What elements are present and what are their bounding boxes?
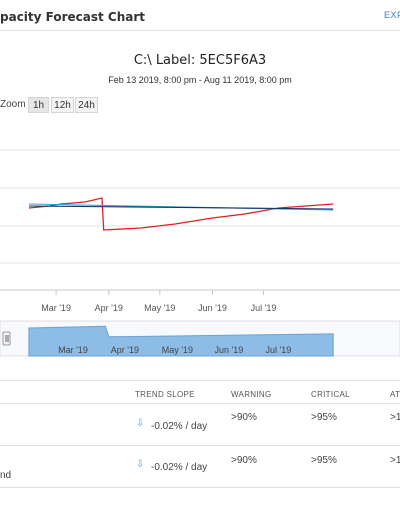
row-divider <box>0 445 400 446</box>
chart-subtitle: Feb 13 2019, 8:00 pm - Aug 11 2019, 8:00… <box>108 75 292 85</box>
series-line-2 <box>28 205 334 210</box>
zoom-24h-button[interactable]: 24h <box>75 97 98 113</box>
header-trend-slope: TREND SLOPE <box>135 390 195 399</box>
row-name: nd <box>0 470 12 481</box>
chart-title: C:\ Label: 5EC5F6A3 <box>133 53 267 68</box>
export-link[interactable]: EXPORT <box>384 10 400 20</box>
zoom-label: Zoom <box>0 99 26 110</box>
row-trend-slope: -0.02% / day <box>151 421 208 432</box>
header-at: AT <box>390 390 400 399</box>
table-top-rule <box>0 380 400 381</box>
row-critical: >95% <box>311 412 337 423</box>
zoom-12h-button[interactable]: 12h <box>51 97 74 113</box>
panel-title: pacity Forecast Chart <box>0 10 146 24</box>
navigator-ticks: Mar '19 Apr '19 May '19 Jun '19 Jul '19 <box>58 345 291 355</box>
row-at: >1 <box>390 455 400 466</box>
row-at: >1 <box>390 412 400 423</box>
x-axis-tick-label: Mar '19 <box>41 303 71 313</box>
row-warning: >90% <box>231 455 257 466</box>
table-header-rule <box>0 403 400 404</box>
navigator-area <box>28 325 334 357</box>
x-axis-tick-label: Jun '19 <box>198 303 227 313</box>
x-axis-tick-label: Jul '19 <box>251 303 277 313</box>
navigator[interactable]: Mar '19 Apr '19 May '19 Jun '19 Jul '19 <box>0 320 400 357</box>
x-axis-ticks: Mar '19 Apr '19 May '19 Jun '19 Jul '19 <box>41 290 276 313</box>
row-critical: >95% <box>311 455 337 466</box>
header-critical: CRITICAL <box>311 390 350 399</box>
trend-down-arrow-icon: ⇩ <box>136 459 145 470</box>
navigator-tick-label: May '19 <box>162 345 193 355</box>
row-divider <box>0 487 400 488</box>
series-line-0 <box>28 197 334 231</box>
navigator-tick-label: Jul '19 <box>266 345 292 355</box>
navigator-tick-label: Jun '19 <box>215 345 244 355</box>
x-axis-tick-label: Apr '19 <box>95 303 123 313</box>
navigator-tick-label: Mar '19 <box>58 345 88 355</box>
row-trend-slope: -0.02% / day <box>151 462 208 473</box>
plot-series <box>28 197 334 231</box>
capacity-chart: Mar '19 Apr '19 May '19 Jun '19 Jul '19 Mar … <box>0 149 400 357</box>
header-warning: WARNING <box>231 390 272 399</box>
grid <box>0 149 400 264</box>
navigator-tick-label: Apr '19 <box>111 345 139 355</box>
trend-down-arrow-icon: ⇩ <box>136 418 145 429</box>
zoom-1h-button[interactable]: 1h <box>28 97 49 113</box>
x-axis-tick-label: May '19 <box>144 303 175 313</box>
row-warning: >90% <box>231 412 257 423</box>
title-divider <box>0 30 400 31</box>
